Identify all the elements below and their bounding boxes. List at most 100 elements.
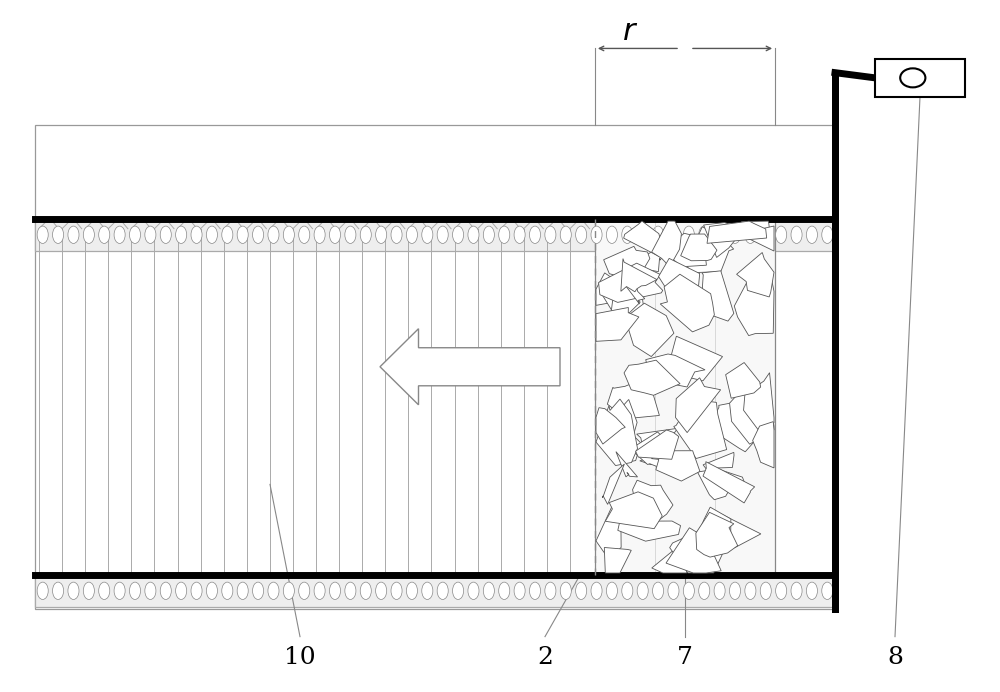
- Ellipse shape: [560, 582, 571, 599]
- Ellipse shape: [483, 582, 494, 599]
- Polygon shape: [624, 221, 666, 260]
- Ellipse shape: [514, 582, 525, 599]
- Text: 2: 2: [537, 646, 553, 669]
- Bar: [35, 575, 835, 606]
- Ellipse shape: [129, 582, 141, 599]
- Ellipse shape: [699, 226, 710, 244]
- Ellipse shape: [714, 582, 725, 599]
- Ellipse shape: [176, 582, 187, 599]
- Ellipse shape: [129, 226, 141, 244]
- Polygon shape: [624, 360, 680, 395]
- Ellipse shape: [514, 226, 525, 244]
- Ellipse shape: [83, 226, 94, 244]
- Polygon shape: [637, 428, 678, 465]
- Ellipse shape: [176, 226, 187, 244]
- Polygon shape: [601, 399, 637, 450]
- Text: 10: 10: [284, 646, 316, 669]
- Ellipse shape: [822, 582, 833, 599]
- Ellipse shape: [437, 582, 448, 599]
- Ellipse shape: [791, 582, 802, 599]
- Ellipse shape: [468, 226, 479, 244]
- Ellipse shape: [37, 226, 48, 244]
- Bar: [875, 59, 965, 97]
- Polygon shape: [602, 464, 624, 504]
- Polygon shape: [697, 467, 745, 500]
- Polygon shape: [596, 399, 637, 466]
- Ellipse shape: [206, 582, 217, 599]
- Ellipse shape: [53, 582, 64, 599]
- Polygon shape: [666, 528, 721, 573]
- Ellipse shape: [376, 226, 387, 244]
- Ellipse shape: [683, 226, 694, 244]
- Ellipse shape: [237, 226, 248, 244]
- Ellipse shape: [345, 582, 356, 599]
- Polygon shape: [704, 223, 737, 257]
- Ellipse shape: [653, 582, 664, 599]
- Ellipse shape: [453, 582, 464, 599]
- Ellipse shape: [653, 226, 664, 244]
- Ellipse shape: [668, 582, 679, 599]
- Ellipse shape: [591, 226, 602, 244]
- Ellipse shape: [99, 582, 110, 599]
- Bar: [35, 219, 835, 251]
- Ellipse shape: [114, 582, 125, 599]
- Ellipse shape: [545, 582, 556, 599]
- Polygon shape: [667, 233, 706, 268]
- Ellipse shape: [483, 226, 494, 244]
- Ellipse shape: [329, 226, 341, 244]
- Ellipse shape: [714, 226, 725, 244]
- Polygon shape: [670, 531, 728, 573]
- Polygon shape: [599, 263, 663, 302]
- Text: $r$: $r$: [622, 16, 638, 46]
- Polygon shape: [743, 226, 774, 251]
- Polygon shape: [737, 253, 774, 297]
- Ellipse shape: [268, 582, 279, 599]
- Ellipse shape: [268, 226, 279, 244]
- Polygon shape: [659, 258, 700, 316]
- Ellipse shape: [729, 226, 741, 244]
- Ellipse shape: [437, 226, 448, 244]
- Ellipse shape: [406, 582, 417, 599]
- Polygon shape: [652, 221, 681, 268]
- Polygon shape: [644, 354, 705, 387]
- Ellipse shape: [160, 226, 171, 244]
- Ellipse shape: [299, 582, 310, 599]
- Ellipse shape: [99, 226, 110, 244]
- Ellipse shape: [637, 582, 648, 599]
- Ellipse shape: [283, 582, 294, 599]
- Polygon shape: [601, 273, 645, 319]
- Bar: [35, 125, 835, 609]
- Ellipse shape: [253, 582, 264, 599]
- Ellipse shape: [422, 226, 433, 244]
- Ellipse shape: [283, 226, 294, 244]
- Polygon shape: [703, 462, 755, 503]
- Ellipse shape: [314, 582, 325, 599]
- Ellipse shape: [806, 582, 817, 599]
- Ellipse shape: [68, 582, 79, 599]
- Polygon shape: [744, 373, 774, 432]
- Polygon shape: [726, 363, 761, 398]
- Ellipse shape: [622, 582, 633, 599]
- Ellipse shape: [729, 582, 741, 599]
- Ellipse shape: [745, 582, 756, 599]
- Ellipse shape: [791, 226, 802, 244]
- Polygon shape: [607, 380, 659, 425]
- Ellipse shape: [329, 582, 341, 599]
- Ellipse shape: [699, 582, 710, 599]
- Polygon shape: [621, 259, 657, 292]
- Ellipse shape: [160, 582, 171, 599]
- Ellipse shape: [360, 226, 371, 244]
- Ellipse shape: [606, 226, 617, 244]
- Ellipse shape: [545, 226, 556, 244]
- Ellipse shape: [53, 226, 64, 244]
- Ellipse shape: [114, 226, 125, 244]
- Polygon shape: [627, 249, 663, 272]
- Polygon shape: [702, 271, 734, 321]
- Ellipse shape: [406, 226, 417, 244]
- Polygon shape: [681, 234, 717, 261]
- Polygon shape: [596, 307, 639, 341]
- Ellipse shape: [222, 226, 233, 244]
- Polygon shape: [676, 378, 721, 432]
- Ellipse shape: [668, 226, 679, 244]
- Polygon shape: [730, 383, 774, 444]
